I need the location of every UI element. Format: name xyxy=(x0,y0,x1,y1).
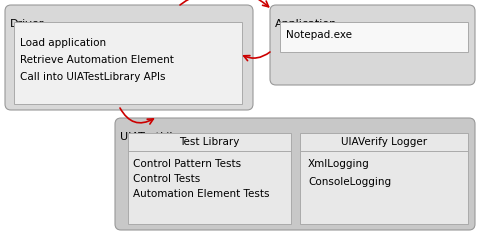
Text: Driver: Driver xyxy=(10,19,44,29)
Text: Call into UIATestLibrary APIs: Call into UIATestLibrary APIs xyxy=(20,72,165,82)
Text: ConsoleLogging: ConsoleLogging xyxy=(307,177,390,187)
FancyBboxPatch shape xyxy=(269,5,474,85)
Text: Control Pattern Tests: Control Pattern Tests xyxy=(133,159,240,169)
Text: XmlLogging: XmlLogging xyxy=(307,159,369,169)
FancyBboxPatch shape xyxy=(128,133,290,224)
FancyBboxPatch shape xyxy=(115,118,474,230)
Text: Application: Application xyxy=(275,19,336,29)
Text: UIAVerify Logger: UIAVerify Logger xyxy=(340,137,426,147)
Text: Test Library: Test Library xyxy=(179,137,239,147)
Text: UIATestLibrary: UIATestLibrary xyxy=(120,132,199,142)
FancyBboxPatch shape xyxy=(279,22,467,52)
FancyBboxPatch shape xyxy=(5,5,252,110)
Text: Control Tests: Control Tests xyxy=(133,174,200,184)
FancyBboxPatch shape xyxy=(14,22,241,104)
Text: Load application: Load application xyxy=(20,38,106,48)
Text: Retrieve Automation Element: Retrieve Automation Element xyxy=(20,55,173,65)
FancyBboxPatch shape xyxy=(300,133,467,224)
Text: Automation Element Tests: Automation Element Tests xyxy=(133,189,269,199)
Text: Notepad.exe: Notepad.exe xyxy=(286,30,351,40)
